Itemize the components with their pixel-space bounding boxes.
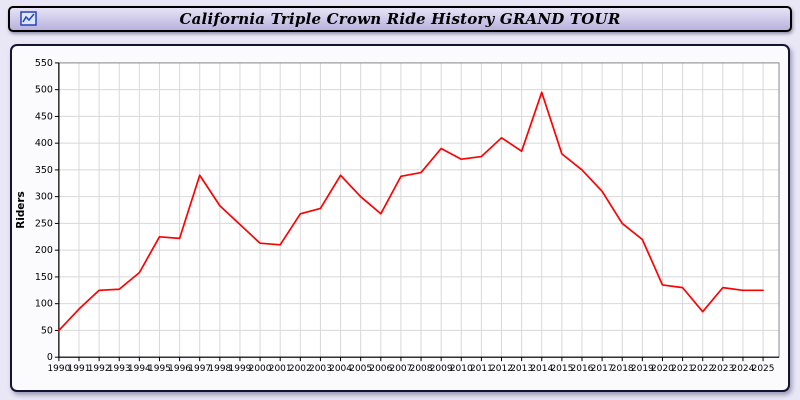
svg-text:1997: 1997 (188, 364, 211, 374)
svg-text:2006: 2006 (369, 364, 392, 374)
svg-text:2008: 2008 (410, 364, 433, 374)
svg-text:2009: 2009 (430, 364, 453, 374)
svg-text:1994: 1994 (128, 364, 151, 374)
svg-text:400: 400 (35, 138, 53, 149)
svg-text:2019: 2019 (631, 364, 654, 374)
svg-text:1999: 1999 (229, 364, 252, 374)
svg-text:1998: 1998 (208, 364, 231, 374)
svg-text:2015: 2015 (550, 364, 573, 374)
svg-text:2025: 2025 (752, 364, 775, 374)
svg-text:2002: 2002 (289, 364, 312, 374)
svg-text:2012: 2012 (490, 364, 513, 374)
svg-text:2022: 2022 (691, 364, 714, 374)
svg-text:2024: 2024 (732, 364, 755, 374)
svg-text:1991: 1991 (68, 364, 91, 374)
svg-text:300: 300 (35, 192, 53, 203)
svg-text:150: 150 (35, 272, 53, 283)
svg-text:2010: 2010 (450, 364, 473, 374)
svg-text:2005: 2005 (349, 364, 372, 374)
svg-text:1996: 1996 (168, 364, 191, 374)
svg-text:2003: 2003 (309, 364, 332, 374)
svg-text:2000: 2000 (249, 364, 272, 374)
svg-text:2016: 2016 (571, 364, 594, 374)
svg-text:350: 350 (35, 165, 53, 176)
svg-text:0: 0 (47, 352, 53, 363)
page-title: California Triple Crown Ride History GRA… (179, 10, 621, 28)
svg-text:2001: 2001 (269, 364, 292, 374)
svg-text:500: 500 (35, 85, 53, 96)
svg-text:2014: 2014 (530, 364, 553, 374)
svg-text:2004: 2004 (329, 364, 352, 374)
svg-text:1995: 1995 (148, 364, 171, 374)
svg-text:250: 250 (35, 218, 53, 229)
svg-text:2023: 2023 (711, 364, 734, 374)
svg-text:2018: 2018 (611, 364, 634, 374)
svg-text:2007: 2007 (389, 364, 412, 374)
title-bar: California Triple Crown Ride History GRA… (8, 6, 792, 32)
riders-line-chart: 0501001502002503003504004505005501990199… (15, 58, 780, 374)
chart-panel: 0 50 100 150 200 250 300 350 400 450 500 550 1990 199… (10, 44, 790, 392)
svg-text:450: 450 (35, 111, 53, 122)
svg-text:2017: 2017 (591, 364, 614, 374)
svg-text:2011: 2011 (470, 364, 493, 374)
chart-icon (20, 11, 38, 27)
svg-text:50: 50 (41, 325, 53, 336)
svg-text:100: 100 (35, 299, 53, 310)
svg-text:1993: 1993 (108, 364, 131, 374)
svg-text:2020: 2020 (651, 364, 674, 374)
svg-text:2013: 2013 (510, 364, 533, 374)
svg-text:550: 550 (35, 58, 53, 69)
svg-text:1992: 1992 (88, 364, 111, 374)
svg-text:2021: 2021 (671, 364, 694, 374)
svg-text:200: 200 (35, 245, 53, 256)
svg-text:Riders: Riders (15, 191, 27, 228)
svg-text:1990: 1990 (47, 364, 70, 374)
